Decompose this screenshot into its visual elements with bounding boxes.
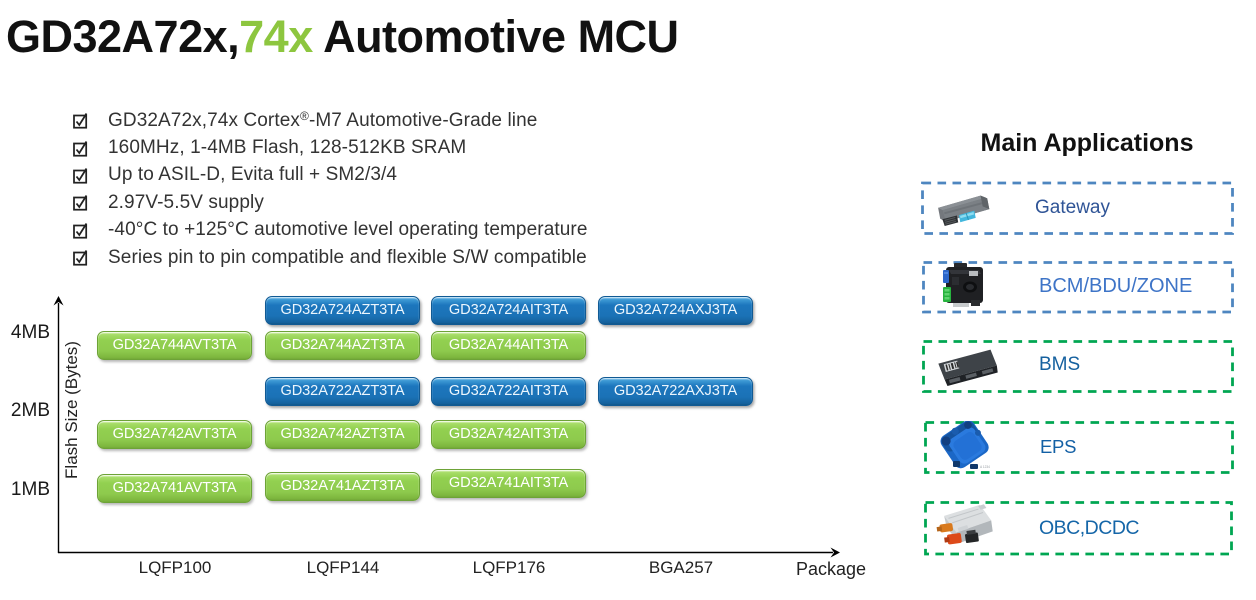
svg-text:A 1234: A 1234 <box>980 465 990 469</box>
